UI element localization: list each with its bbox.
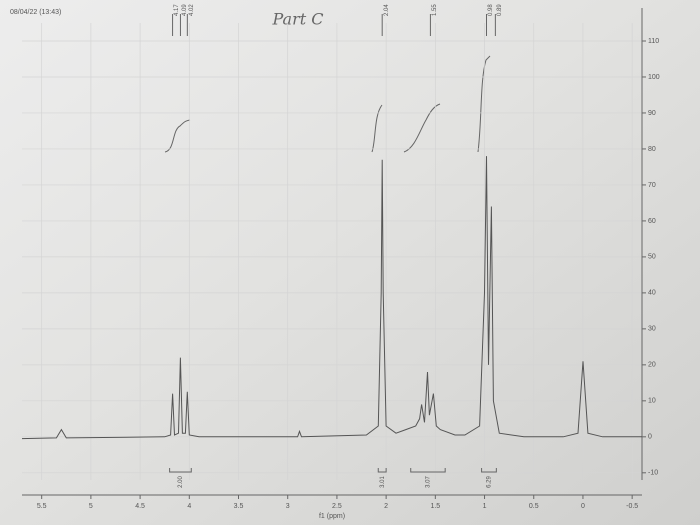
- integral-label: 6.29: [487, 476, 493, 488]
- peak-label: 1.55: [432, 4, 438, 16]
- x-tick-label: 1.5: [430, 503, 440, 510]
- x-tick-label: 0: [581, 503, 585, 510]
- x-tick-label: 5: [89, 503, 93, 510]
- peak-label: 4.09: [182, 4, 188, 16]
- integral-range: [169, 468, 192, 473]
- x-tick-label: 4: [187, 503, 191, 510]
- x-tick-label: -0.5: [626, 503, 638, 510]
- integral-label: 3.01: [380, 476, 386, 488]
- peak-label: 2.04: [384, 4, 390, 16]
- y-tick-label: 100: [648, 74, 660, 81]
- x-tick-label: 5.5: [37, 503, 47, 510]
- x-tick-label: 4.5: [135, 503, 145, 510]
- y-tick-label: 40: [648, 290, 656, 297]
- peak-label: 4.02: [189, 4, 195, 16]
- integral-label: 3.07: [426, 476, 432, 488]
- integral-label: 2.00: [178, 476, 184, 488]
- y-tick-label: 90: [648, 110, 656, 117]
- y-tick-label: 110: [648, 38, 659, 45]
- y-tick-label: 10: [648, 398, 656, 405]
- x-tick-label: 2.5: [332, 503, 342, 510]
- y-tick-label: 20: [648, 362, 656, 369]
- y-tick-label: 30: [648, 326, 656, 333]
- x-tick-label: 1: [483, 503, 487, 510]
- peak-label: 0.98: [488, 4, 494, 16]
- peak-label: 4.17: [174, 4, 180, 16]
- integral-range: [410, 468, 446, 473]
- y-tick-label: 60: [648, 218, 656, 225]
- x-axis-label: f1 (ppm): [319, 513, 345, 520]
- x-tick-label: 2: [384, 503, 388, 510]
- x-tick-label: 3: [286, 503, 290, 510]
- y-tick-label: 50: [648, 254, 656, 261]
- y-tick-label: 80: [648, 146, 656, 153]
- y-tick-label: 0: [648, 434, 652, 441]
- y-tick-label: -10: [648, 470, 658, 477]
- chart-title: Part C: [272, 10, 324, 29]
- timestamp: 08/04/22 (13:43): [10, 9, 61, 16]
- x-tick-label: 3.5: [234, 503, 244, 510]
- integral-range: [377, 468, 387, 473]
- spectrum-line: [21, 156, 642, 440]
- x-tick-label: 0.5: [529, 503, 539, 510]
- integral-range: [481, 468, 497, 473]
- y-tick-label: 70: [648, 182, 656, 189]
- peak-label: 0.89: [497, 4, 503, 16]
